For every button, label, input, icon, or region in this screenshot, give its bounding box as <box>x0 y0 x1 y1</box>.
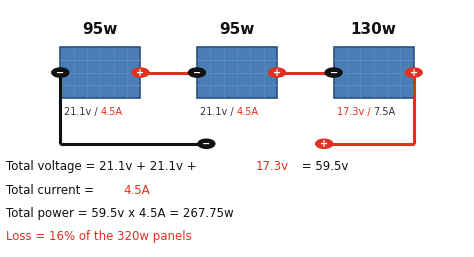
Text: +: + <box>273 68 281 78</box>
Circle shape <box>132 68 149 77</box>
Text: −: − <box>202 139 210 149</box>
Text: +: + <box>137 68 145 78</box>
Text: 7.5A: 7.5A <box>374 107 396 117</box>
Circle shape <box>189 68 205 77</box>
Circle shape <box>198 139 215 148</box>
Text: Total voltage = 21.1v + 21.1v +: Total voltage = 21.1v + 21.1v + <box>6 160 201 173</box>
Text: +: + <box>410 68 418 78</box>
Circle shape <box>52 68 69 77</box>
Text: Total current =: Total current = <box>6 184 98 197</box>
Text: Total power = 59.5v x 4.5A = 267.75w: Total power = 59.5v x 4.5A = 267.75w <box>6 207 234 220</box>
Circle shape <box>269 68 285 77</box>
Circle shape <box>325 68 342 77</box>
Text: 21.1v /: 21.1v / <box>64 107 100 117</box>
Text: +: + <box>320 139 328 149</box>
Bar <box>334 47 414 98</box>
Bar <box>60 47 140 98</box>
Circle shape <box>405 68 422 77</box>
Text: −: − <box>329 68 337 78</box>
Bar <box>197 47 277 98</box>
Text: 17.3v: 17.3v <box>255 160 289 173</box>
Text: −: − <box>193 68 201 78</box>
Circle shape <box>316 139 333 148</box>
Text: 21.1v /: 21.1v / <box>200 107 237 117</box>
Text: −: − <box>56 68 64 78</box>
Text: Loss = 16% of the 320w panels: Loss = 16% of the 320w panels <box>6 231 192 243</box>
Text: 95w: 95w <box>82 22 118 37</box>
Text: 4.5A: 4.5A <box>237 107 259 117</box>
Text: 4.5A: 4.5A <box>100 107 122 117</box>
Text: 95w: 95w <box>219 22 255 37</box>
Text: 130w: 130w <box>351 22 397 37</box>
Text: 4.5A: 4.5A <box>124 184 150 197</box>
Text: 17.3v /: 17.3v / <box>337 107 374 117</box>
Text: = 59.5v: = 59.5v <box>298 160 348 173</box>
